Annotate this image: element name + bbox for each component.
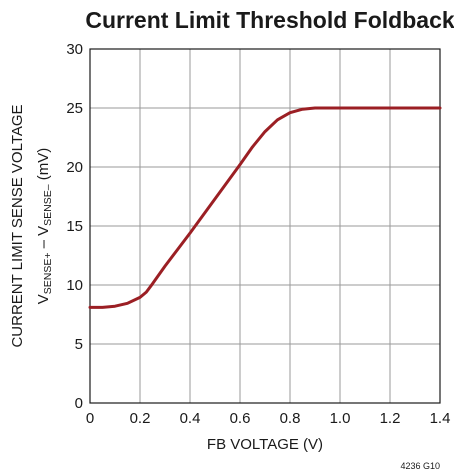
grid [90,49,440,403]
y-axis-label-line2: VSENSE+ – VSENSE– (mV) [35,148,54,305]
y-label-tail: (mV) [35,148,52,185]
y-tick-label: 30 [66,41,83,58]
x-tick-label: 0.4 [180,410,201,427]
y-label-mid: – V [35,226,52,253]
y-tick-label: 15 [66,218,83,235]
x-tick-label: 0.2 [130,410,151,427]
x-tick-label: 1.0 [330,410,351,427]
x-tick-labels: 0 0.2 0.4 0.6 0.8 1.0 1.2 1.4 [86,410,451,427]
y-label-sub2: SENSE– [42,184,54,226]
y-tick-label: 0 [75,395,83,412]
series-layer [88,106,442,309]
y-tick-label: 25 [66,100,83,117]
x-tick-label: 0 [86,410,94,427]
x-tick-label: 1.2 [380,410,401,427]
figure-note: 4236 G10 [400,461,440,471]
y-label-v1: V [35,294,52,304]
x-tick-label: 1.4 [430,410,451,427]
y-tick-labels: 0 5 10 15 20 25 30 [66,41,83,412]
x-axis-label: FB VOLTAGE (V) [207,436,323,453]
chart-title: Current Limit Threshold Foldback [85,7,454,33]
series-line [88,106,442,309]
y-label-sub1: SENSE+ [42,253,54,295]
y-tick-label: 10 [66,277,83,294]
x-tick-label: 0.6 [230,410,251,427]
y-tick-label: 20 [66,159,83,176]
plot-frame [89,48,441,404]
y-tick-label: 5 [75,336,83,353]
x-tick-label: 0.8 [280,410,301,427]
y-axis-label-line1: CURRENT LIMIT SENSE VOLTAGE [9,104,26,347]
